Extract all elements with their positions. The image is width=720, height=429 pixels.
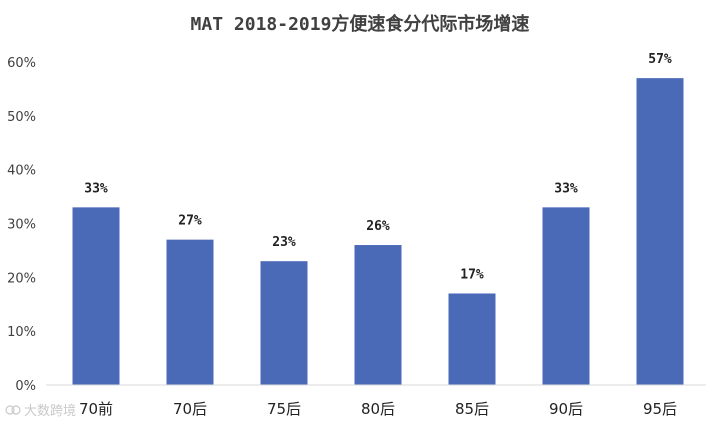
watermark-logo-icon-2 (11, 405, 21, 415)
chart-title: MAT 2018-2019方便速食分代际市场增速 (191, 13, 530, 35)
data-label: 17% (460, 267, 484, 282)
data-label: 57% (648, 52, 672, 67)
data-label: 27% (178, 214, 202, 229)
y-tick-label: 30% (7, 218, 36, 233)
watermark-logo-icon (5, 405, 15, 415)
bar (354, 245, 402, 385)
y-tick-label: 10% (7, 325, 36, 340)
bar (72, 207, 120, 385)
y-tick-label: 40% (7, 164, 36, 179)
data-label: 23% (272, 235, 296, 250)
x-axis: 70前 70后 75后 80后 85后 90后 95后 (79, 400, 677, 418)
y-tick-label: 60% (7, 56, 36, 71)
x-tick-label: 70前 (79, 400, 113, 418)
data-label: 33% (554, 181, 578, 196)
x-tick-label: 80后 (361, 400, 395, 418)
watermark: 大数跨境 (5, 404, 76, 419)
x-tick-label: 75后 (267, 400, 301, 418)
bar (542, 207, 590, 385)
watermark-text: 大数跨境 (24, 404, 76, 419)
data-label: 26% (366, 219, 390, 234)
y-tick-label: 20% (7, 271, 36, 286)
y-axis: 0% 10% 20% 30% 40% 50% 60% (7, 56, 36, 394)
bar (448, 293, 496, 385)
y-tick-label: 0% (15, 379, 36, 394)
y-tick-label: 50% (7, 110, 36, 125)
x-tick-label: 95后 (643, 400, 677, 418)
x-tick-label: 90后 (549, 400, 583, 418)
bar (166, 239, 214, 385)
x-tick-label: 85后 (455, 400, 489, 418)
bar (636, 78, 684, 386)
bar (260, 261, 308, 385)
x-tick-label: 70后 (173, 400, 207, 418)
bars-group: 33% 27% 23% 26% 17% 33% 57% (72, 52, 684, 386)
data-label: 33% (84, 181, 108, 196)
